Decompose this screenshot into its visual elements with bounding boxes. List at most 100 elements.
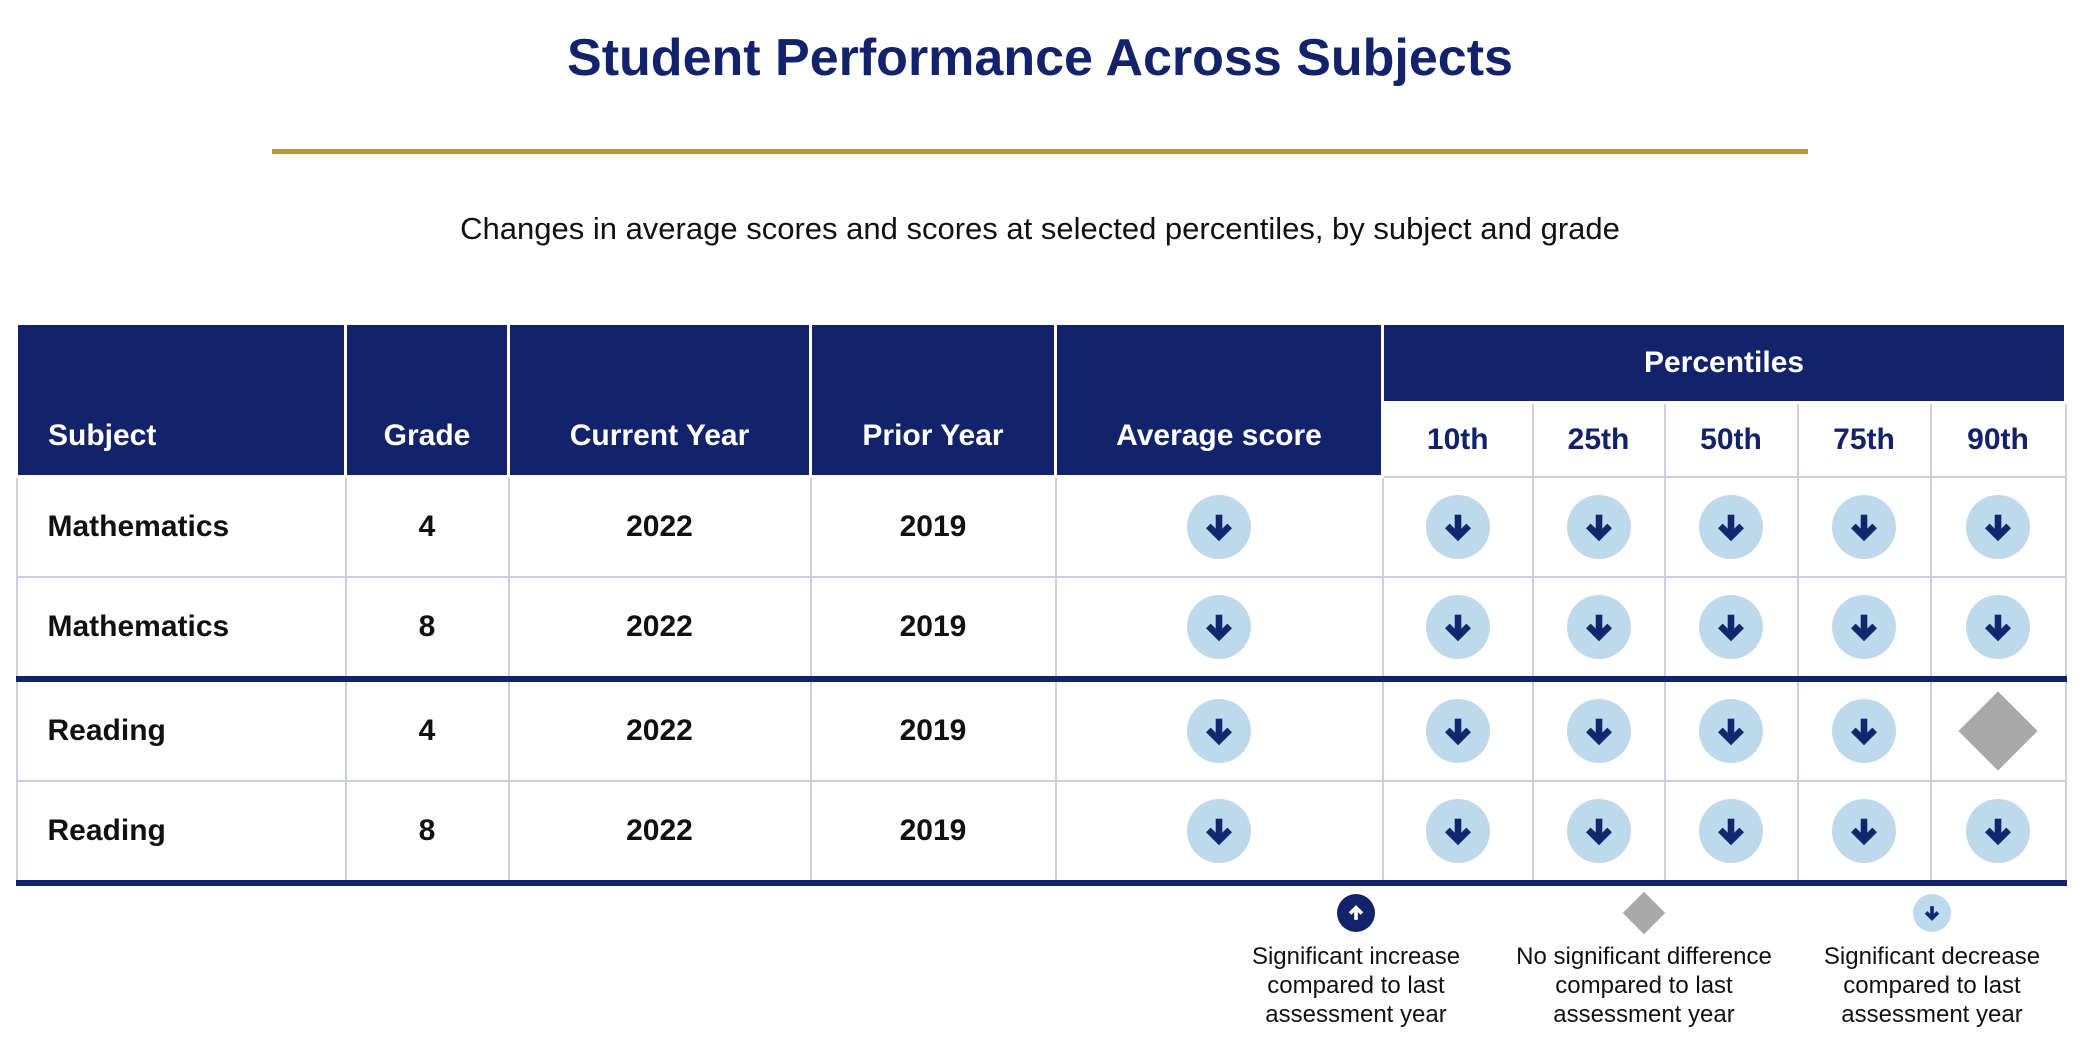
down-arrow-icon	[1585, 614, 1612, 642]
symbol-cell	[1054, 475, 1384, 578]
no-significant-difference-icon	[1622, 891, 1666, 935]
significant-decrease-icon	[1187, 595, 1251, 659]
col-group-percentiles: Percentiles	[1380, 322, 2068, 404]
significant-decrease-icon	[1832, 699, 1896, 763]
col-header-prior-year: Prior Year	[809, 322, 1057, 478]
down-arrow-icon	[1444, 818, 1471, 846]
table-row: Reading 8 2022 2019	[15, 780, 2067, 886]
symbol-cell	[1531, 576, 1666, 680]
significant-decrease-icon	[1832, 799, 1896, 863]
performance-table: Subject Grade Current Year Prior Year Av…	[15, 322, 2068, 886]
figure-subtitle: Changes in average scores and scores at …	[460, 211, 1620, 246]
symbol-cell	[1054, 780, 1384, 886]
legend: Significant increase compared to last as…	[1212, 890, 2076, 1029]
col-header-average-score: Average score	[1054, 322, 1384, 478]
legend-caption-line: No significant difference	[1516, 943, 1772, 970]
col-header-current-year: Current Year	[507, 322, 812, 478]
symbol-cell	[1796, 780, 1932, 886]
significant-decrease-icon	[1699, 595, 1763, 659]
legend-caption-line: compared to last	[1843, 972, 2021, 999]
symbol-cell	[1929, 676, 2067, 782]
col-header-50th: 50th	[1663, 401, 1799, 478]
significant-decrease-icon	[1425, 595, 1490, 659]
gold-divider	[272, 149, 1808, 154]
grade-cell: 8	[344, 780, 510, 886]
table-row: Mathematics 4 2022 2019	[15, 475, 2067, 578]
significant-decrease-icon	[1425, 494, 1490, 559]
symbol-cell	[1381, 780, 1534, 886]
down-arrow-icon	[1718, 718, 1744, 746]
significant-decrease-icon	[1832, 595, 1896, 659]
symbol-cell	[1381, 576, 1534, 680]
significant-decrease-icon	[1699, 699, 1763, 763]
symbol-cell	[1796, 676, 1932, 782]
down-arrow-icon	[1924, 906, 1940, 921]
grade-cell: 8	[344, 576, 510, 680]
subject-cell: Reading	[15, 780, 347, 886]
symbol-cell	[1663, 780, 1799, 886]
col-header-25th: 25th	[1531, 401, 1666, 478]
symbol-cell	[1531, 780, 1666, 886]
down-arrow-icon	[1444, 614, 1471, 642]
legend-item-decrease: Significant decrease compared to last as…	[1788, 890, 2076, 1029]
symbol-cell	[1929, 576, 2067, 680]
down-arrow-icon	[1718, 614, 1744, 642]
subject-cell: Reading	[15, 676, 347, 782]
no-significant-difference-icon	[1958, 691, 2038, 771]
down-arrow-icon	[1585, 818, 1612, 846]
significant-decrease-icon	[1966, 799, 2031, 863]
grade-cell: 4	[344, 475, 510, 578]
significant-decrease-icon	[1566, 595, 1631, 659]
table-row: Mathematics 8 2022 2019	[15, 576, 2067, 680]
legend-caption-line: assessment year	[1553, 1001, 1735, 1028]
prior-year-cell: 2019	[809, 576, 1057, 680]
down-arrow-icon	[1206, 514, 1232, 542]
legend-caption: No significant difference compared to la…	[1516, 942, 1772, 1029]
symbol-cell	[1663, 676, 1799, 782]
symbol-cell	[1381, 475, 1534, 578]
current-year-cell: 2022	[507, 576, 812, 680]
significant-decrease-icon	[1966, 494, 2031, 559]
significant-decrease-icon	[1187, 699, 1251, 763]
significant-decrease-icon	[1913, 894, 1951, 932]
legend-caption: Significant decrease compared to last as…	[1824, 942, 2040, 1029]
down-arrow-icon	[1718, 818, 1744, 846]
legend-item-no-change: No significant difference compared to la…	[1500, 890, 1788, 1029]
significant-decrease-icon	[1966, 595, 2031, 659]
page-title: Student Performance Across Subjects	[567, 29, 1513, 87]
legend-caption-line: compared to last	[1267, 972, 1445, 999]
prior-year-cell: 2019	[809, 676, 1057, 782]
grade-cell: 4	[344, 676, 510, 782]
legend-caption-line: assessment year	[1841, 1001, 2023, 1028]
symbol-cell	[1796, 576, 1932, 680]
significant-decrease-icon	[1187, 495, 1251, 559]
col-header-10th: 10th	[1381, 401, 1534, 478]
symbol-cell	[1381, 676, 1534, 782]
significant-decrease-icon	[1187, 799, 1251, 863]
down-arrow-icon	[1585, 718, 1612, 746]
significant-decrease-icon	[1699, 799, 1763, 863]
down-arrow-icon	[1851, 614, 1877, 642]
down-arrow-icon	[1206, 718, 1232, 746]
significant-decrease-icon	[1566, 799, 1631, 863]
legend-caption-line: Significant decrease	[1823, 943, 2041, 970]
down-arrow-icon	[1206, 614, 1232, 642]
current-year-cell: 2022	[507, 780, 812, 886]
subject-cell: Mathematics	[15, 475, 347, 578]
symbol-cell	[1054, 676, 1384, 782]
legend-item-increase: Significant increase compared to last as…	[1212, 890, 1500, 1029]
current-year-cell: 2022	[507, 475, 812, 578]
col-header-subject: Subject	[15, 322, 347, 478]
symbol-cell	[1929, 475, 2067, 578]
down-arrow-icon	[1985, 818, 2011, 846]
up-arrow-icon	[1348, 905, 1364, 920]
symbol-cell	[1796, 475, 1932, 578]
significant-increase-icon	[1337, 894, 1375, 932]
table-row: Reading 4 2022 2019	[15, 676, 2067, 782]
prior-year-cell: 2019	[809, 780, 1057, 886]
down-arrow-icon	[1206, 818, 1232, 846]
down-arrow-icon	[1851, 818, 1877, 846]
down-arrow-icon	[1985, 614, 2011, 642]
down-arrow-icon	[1718, 514, 1744, 542]
